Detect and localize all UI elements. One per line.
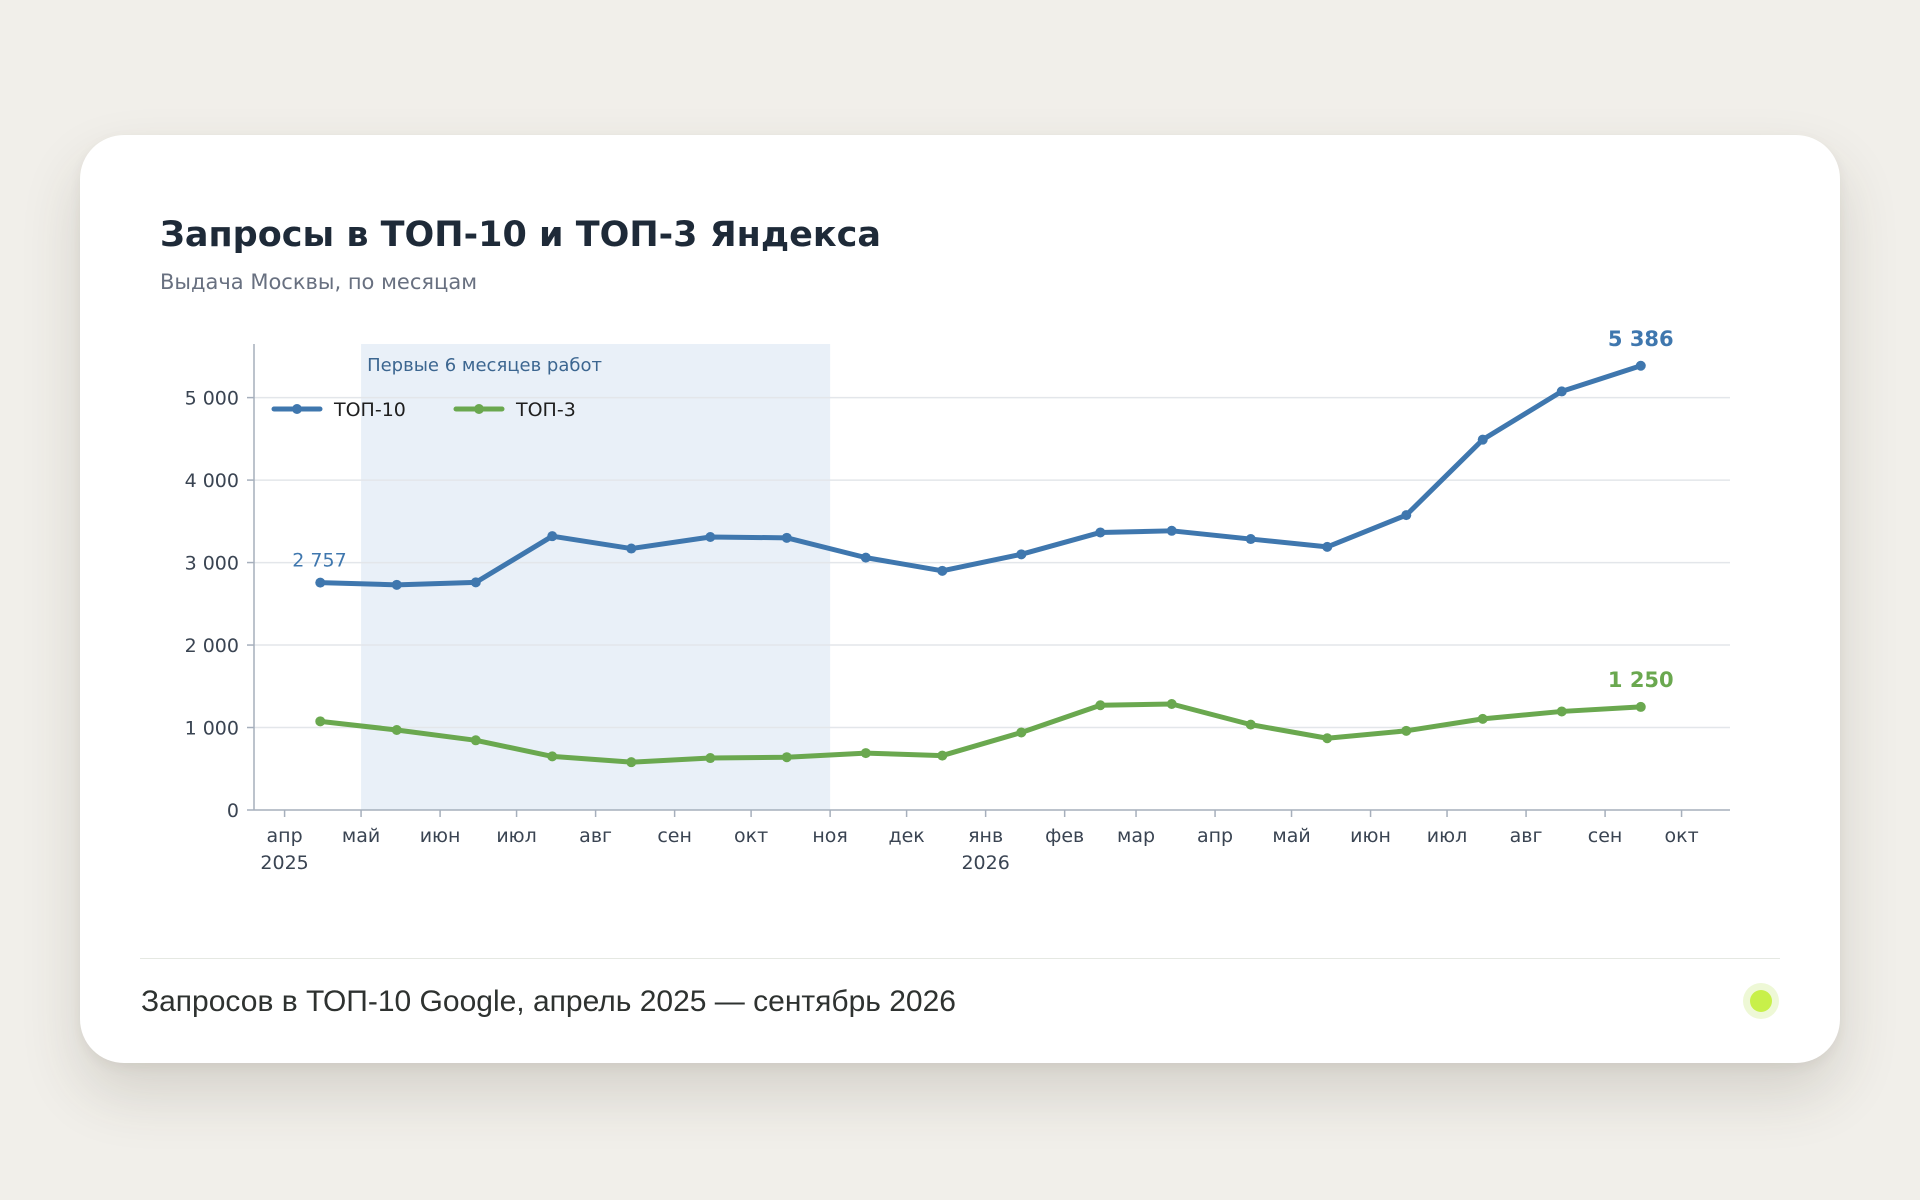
chart-title: Запросы в ТОП-10 и ТОП-3 Яндекса — [160, 215, 881, 255]
x-tick-label: май — [1272, 825, 1310, 847]
x-tick-label: окт — [1664, 825, 1698, 847]
data-point — [860, 552, 871, 563]
highlight-label: Первые 6 месяцев работ — [367, 355, 602, 376]
data-point — [705, 753, 716, 764]
x-tick-label: май — [342, 825, 380, 847]
data-point — [1477, 713, 1488, 724]
y-tick-label: 0 — [227, 800, 239, 822]
data-point — [391, 579, 402, 590]
data-point — [547, 751, 558, 762]
x-tick-label: мар — [1117, 825, 1155, 847]
data-point — [1095, 700, 1106, 711]
highlight-band — [361, 344, 831, 810]
data-point — [1016, 549, 1027, 560]
x-tick-label: апр — [1197, 825, 1233, 847]
data-point — [547, 531, 558, 542]
data-point — [937, 750, 948, 761]
legend-marker — [474, 404, 484, 414]
x-tick-label: авг — [579, 825, 612, 847]
series-line-1 — [317, 363, 1644, 588]
x-tick-label: сен — [657, 825, 692, 847]
data-point — [1477, 434, 1488, 445]
data-point — [781, 532, 792, 543]
data-point — [1016, 727, 1027, 738]
x-tick-label: июл — [1427, 825, 1468, 847]
data-point — [1401, 725, 1412, 736]
data-point — [1556, 386, 1567, 397]
data-point — [315, 716, 326, 727]
data-point — [391, 724, 402, 735]
data-point — [1322, 733, 1333, 744]
x-tick-label: окт — [734, 825, 768, 847]
data-point — [1166, 525, 1177, 536]
footer-divider — [140, 958, 1780, 959]
data-point — [1095, 527, 1106, 538]
y-tick-label: 4 000 — [185, 470, 239, 492]
y-tick-label: 3 000 — [185, 553, 239, 575]
data-point — [315, 577, 326, 588]
data-point — [470, 735, 481, 746]
x-tick-label: дек — [888, 825, 924, 847]
x-tick-label: июн — [420, 825, 461, 847]
x-tick-label: сен — [1588, 825, 1623, 847]
x-tick-label: апр — [267, 825, 303, 847]
y-tick-label: 1 000 — [185, 718, 239, 740]
data-point — [937, 565, 948, 576]
x-tick-year-label: 2026 — [961, 852, 1009, 874]
data-label: 1 250 — [1608, 668, 1674, 692]
x-tick-label: июн — [1350, 825, 1391, 847]
line-chart: Первые 6 месяцев работ 0 1 000 2 000 3 000 4 … — [185, 327, 1730, 874]
legend-label: ТОП-3 — [515, 399, 576, 421]
y-tick-label: 2 000 — [185, 635, 239, 657]
y-tick-label: 5 000 — [185, 388, 239, 410]
chart-subtitle: Выдача Москвы, по месяцам — [160, 270, 478, 294]
data-point — [1245, 534, 1256, 545]
data-point — [1245, 719, 1256, 730]
data-point — [781, 752, 792, 763]
x-tick-label: фев — [1045, 825, 1084, 847]
footer-caption: Запросов в ТОП-10 Google, апрель 2025 — … — [141, 985, 956, 1018]
data-label: 2 757 — [292, 550, 346, 572]
data-point — [705, 531, 716, 542]
data-point — [860, 748, 871, 759]
x-tick-label: янв — [968, 825, 1003, 847]
x-tick-label: авг — [1510, 825, 1543, 847]
data-point — [1556, 706, 1567, 717]
legend-label: ТОП-10 — [333, 399, 406, 421]
data-point — [626, 757, 637, 768]
data-label: 5 386 — [1608, 327, 1674, 351]
x-tick-label: ноя — [812, 825, 847, 847]
legend-marker — [292, 404, 302, 414]
chart-card: Запросы в ТОП-10 и ТОП-3 Яндекса Выдача … — [80, 135, 1840, 1063]
series-line-2 — [317, 701, 1644, 765]
data-point — [1322, 541, 1333, 552]
data-point — [1635, 701, 1646, 712]
x-tick-year-label: 2025 — [260, 852, 308, 874]
data-point — [1401, 510, 1412, 521]
status-indicator — [1750, 990, 1772, 1012]
data-point — [626, 543, 637, 554]
data-point — [1635, 360, 1646, 371]
x-tick-label: июл — [496, 825, 537, 847]
data-point — [1166, 699, 1177, 710]
data-point — [470, 577, 481, 588]
